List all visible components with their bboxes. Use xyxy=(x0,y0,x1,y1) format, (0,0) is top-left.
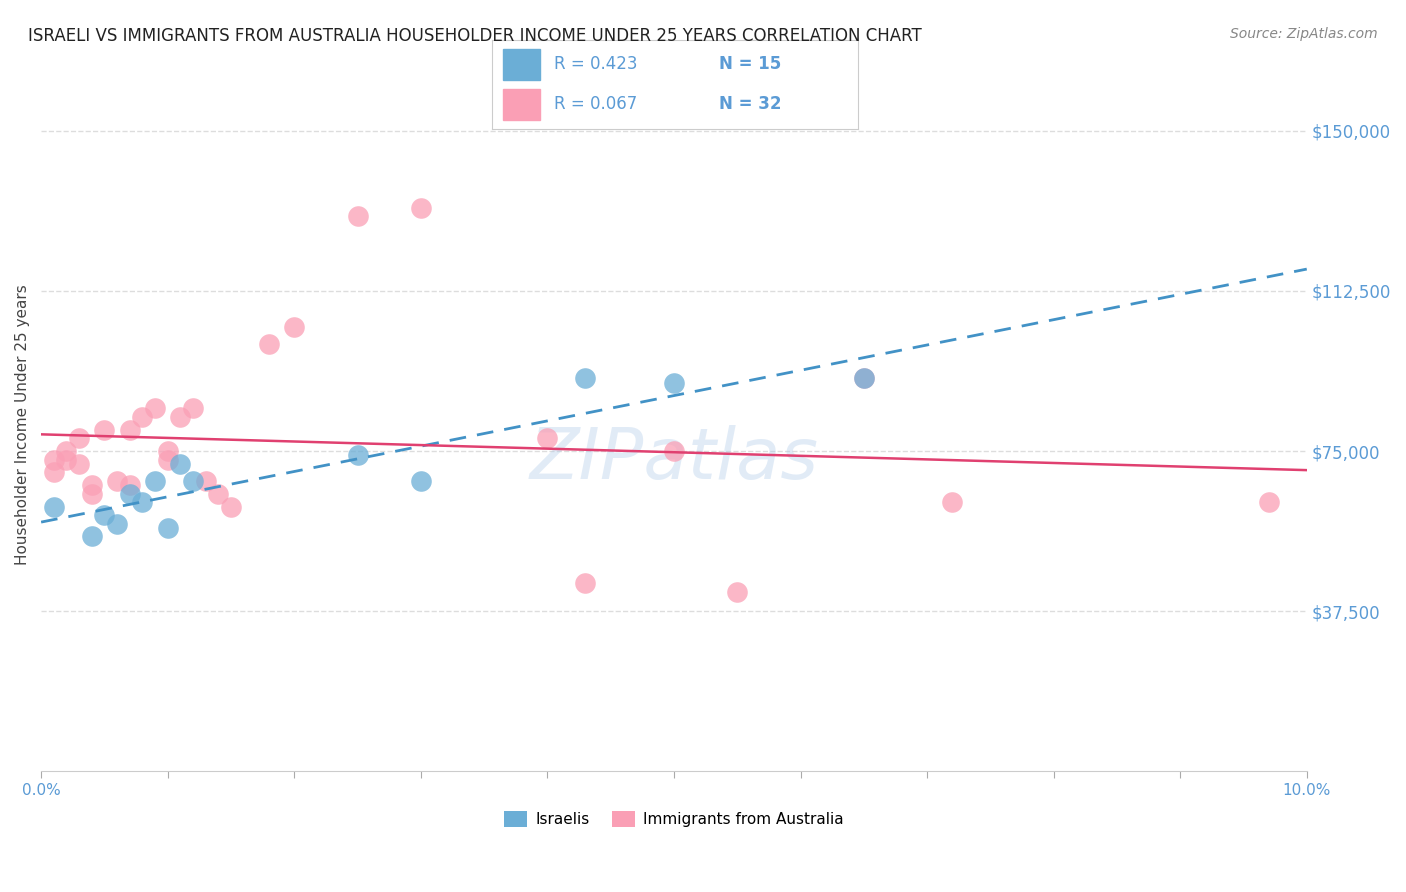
Point xyxy=(662,444,685,458)
Point xyxy=(169,409,191,424)
Point xyxy=(55,452,77,467)
Point xyxy=(131,409,153,424)
Point xyxy=(1257,495,1279,509)
Point xyxy=(80,529,103,543)
Legend: Israelis, Immigrants from Australia: Israelis, Immigrants from Australia xyxy=(498,805,849,833)
Point xyxy=(156,521,179,535)
Point xyxy=(67,431,90,445)
Point xyxy=(257,337,280,351)
Point xyxy=(93,508,115,523)
Point xyxy=(346,209,368,223)
Point xyxy=(346,448,368,462)
Point xyxy=(574,576,596,591)
Point xyxy=(283,320,305,334)
Point xyxy=(55,444,77,458)
Point xyxy=(852,371,875,385)
Y-axis label: Householder Income Under 25 years: Householder Income Under 25 years xyxy=(15,284,30,565)
Point xyxy=(725,585,748,599)
Point xyxy=(105,516,128,531)
Point xyxy=(42,500,65,514)
Point xyxy=(105,474,128,488)
Text: N = 32: N = 32 xyxy=(718,95,782,113)
Point xyxy=(42,466,65,480)
Point xyxy=(93,423,115,437)
Point xyxy=(181,401,204,416)
Point xyxy=(536,431,558,445)
Point xyxy=(80,478,103,492)
Point xyxy=(131,495,153,509)
Point xyxy=(181,474,204,488)
Point xyxy=(169,457,191,471)
Text: Source: ZipAtlas.com: Source: ZipAtlas.com xyxy=(1230,27,1378,41)
Point xyxy=(143,401,166,416)
Text: R = 0.067: R = 0.067 xyxy=(554,95,637,113)
Point xyxy=(118,478,141,492)
Point xyxy=(409,201,432,215)
Text: R = 0.423: R = 0.423 xyxy=(554,55,638,73)
Bar xyxy=(503,49,540,80)
Point xyxy=(67,457,90,471)
Bar xyxy=(503,89,540,120)
Point xyxy=(409,474,432,488)
Point xyxy=(574,371,596,385)
Text: ZIPatlas: ZIPatlas xyxy=(530,425,818,493)
Point xyxy=(118,423,141,437)
Point xyxy=(80,487,103,501)
Point xyxy=(156,452,179,467)
Point xyxy=(852,371,875,385)
Text: N = 15: N = 15 xyxy=(718,55,780,73)
Point xyxy=(662,376,685,390)
Point xyxy=(207,487,229,501)
Point xyxy=(941,495,963,509)
Point xyxy=(118,487,141,501)
Point xyxy=(143,474,166,488)
Text: ISRAELI VS IMMIGRANTS FROM AUSTRALIA HOUSEHOLDER INCOME UNDER 25 YEARS CORRELATI: ISRAELI VS IMMIGRANTS FROM AUSTRALIA HOU… xyxy=(28,27,922,45)
Point xyxy=(194,474,217,488)
Point xyxy=(42,452,65,467)
Point xyxy=(219,500,242,514)
Point xyxy=(156,444,179,458)
